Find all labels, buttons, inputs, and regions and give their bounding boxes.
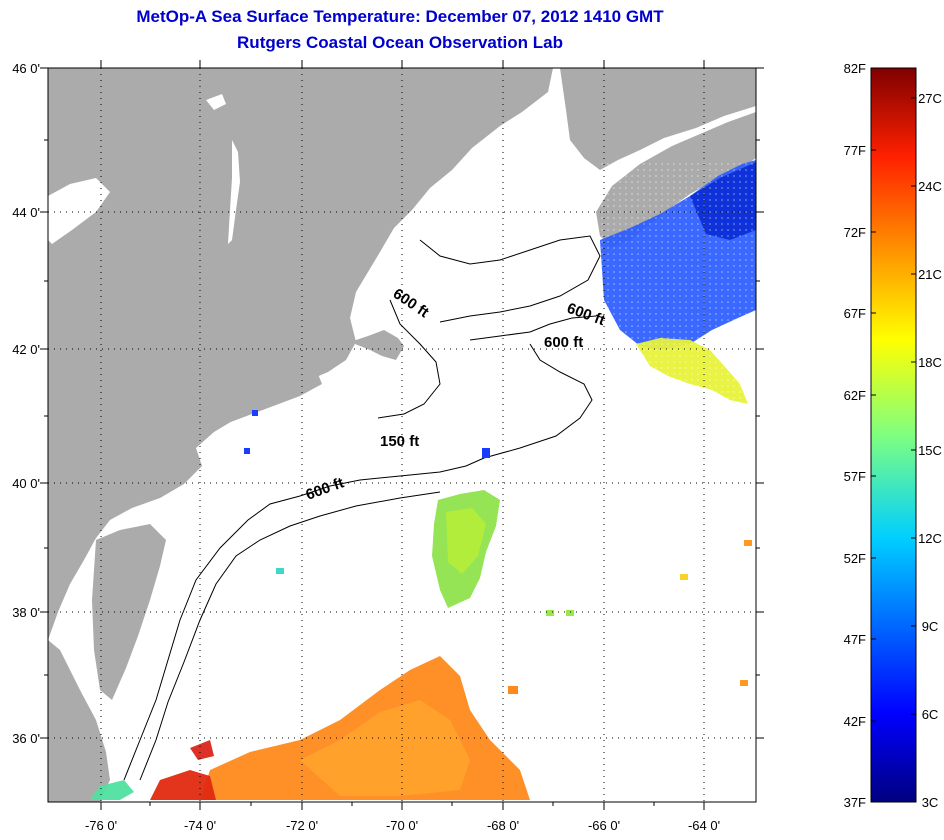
lat-label: 38 0' [12, 605, 40, 620]
lat-label: 36 0' [12, 731, 40, 746]
colorbar-f-label: 47F [844, 632, 866, 647]
colorbar: 82F 77F 72F 67F 62F 57F 52F 47F 42F 37F … [844, 61, 942, 810]
colorbar-f-label: 42F [844, 714, 866, 729]
colorbar-celsius-labels: 27C 24C 21C 18C 15C 12C 9C 6C 3C [918, 91, 942, 810]
longitude-labels: -76 0' -74 0' -72 0' -70 0' -68 0' -66 0… [85, 818, 720, 833]
land-cape-cod [350, 330, 404, 360]
colorbar-gradient [870, 67, 917, 803]
colorbar-c-label: 27C [918, 91, 942, 106]
colorbar-f-label: 77F [844, 143, 866, 158]
lake-champlain [228, 140, 240, 244]
latitude-labels: 46 0' 44 0' 42 0' 40 0' 38 0' 36 0' [12, 61, 40, 746]
colorbar-c-label: 24C [918, 179, 942, 194]
contour-label-600ft: 600 ft [544, 334, 583, 351]
colorbar-f-label: 57F [844, 469, 866, 484]
lon-label: -76 0' [85, 818, 117, 833]
colorbar-f-label: 37F [844, 795, 866, 810]
map-area [48, 68, 756, 802]
colorbar-f-label: 82F [844, 61, 866, 76]
lon-label: -72 0' [286, 818, 318, 833]
map-title: MetOp-A Sea Surface Temperature: Decembe… [136, 7, 664, 26]
colorbar-f-label: 72F [844, 225, 866, 240]
axis-ticks [40, 60, 764, 810]
colorbar-f-label: 67F [844, 306, 866, 321]
land-mainland [48, 68, 553, 640]
lon-label: -66 0' [588, 818, 620, 833]
lat-label: 42 0' [12, 342, 40, 357]
lon-label: -70 0' [386, 818, 418, 833]
colorbar-fahrenheit-labels: 82F 77F 72F 67F 62F 57F 52F 47F 42F 37F [844, 61, 866, 810]
colorbar-c-label: 3C [922, 795, 939, 810]
colorbar-c-label: 21C [918, 267, 942, 282]
land-long-island [204, 374, 322, 430]
map-subtitle: Rutgers Coastal Ocean Observation Lab [237, 33, 563, 52]
lon-label: -74 0' [184, 818, 216, 833]
land-new-brunswick [560, 68, 756, 170]
lon-label: -68 0' [487, 818, 519, 833]
lat-label: 40 0' [12, 476, 40, 491]
colorbar-c-label: 12C [918, 531, 942, 546]
grid-lines [48, 68, 756, 802]
colorbar-f-label: 52F [844, 551, 866, 566]
colorbar-c-label: 6C [922, 707, 939, 722]
lon-label: -64 0' [688, 818, 720, 833]
bathymetry-contours [123, 235, 601, 781]
land-delmarva [92, 524, 166, 700]
colorbar-c-label: 18C [918, 355, 942, 370]
lat-label: 46 0' [12, 61, 40, 76]
lake-1 [48, 178, 110, 244]
colorbar-c-label: 9C [922, 619, 939, 634]
lake-2 [206, 94, 226, 110]
contour-label-150ft: 150 ft [380, 433, 419, 450]
land-southern-coast [48, 640, 110, 802]
colorbar-f-label: 62F [844, 388, 866, 403]
lat-label: 44 0' [12, 205, 40, 220]
colorbar-c-label: 15C [918, 443, 942, 458]
